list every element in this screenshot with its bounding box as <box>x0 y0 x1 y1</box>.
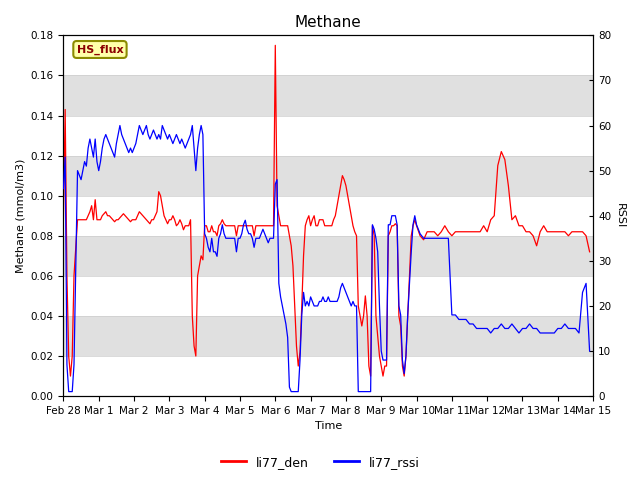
Bar <box>63 75 593 116</box>
Bar <box>63 196 593 236</box>
Bar <box>63 116 593 156</box>
Bar <box>63 236 593 276</box>
Y-axis label: Methane (mmol/m3): Methane (mmol/m3) <box>15 158 25 273</box>
Title: Methane: Methane <box>295 15 362 30</box>
Bar <box>63 356 593 396</box>
Text: HS_flux: HS_flux <box>77 44 124 55</box>
X-axis label: Time: Time <box>315 421 342 432</box>
Bar <box>63 156 593 196</box>
Y-axis label: RSSI: RSSI <box>615 203 625 228</box>
Bar <box>63 276 593 316</box>
Legend: li77_den, li77_rssi: li77_den, li77_rssi <box>216 451 424 474</box>
Bar <box>63 36 593 75</box>
Bar <box>63 316 593 356</box>
